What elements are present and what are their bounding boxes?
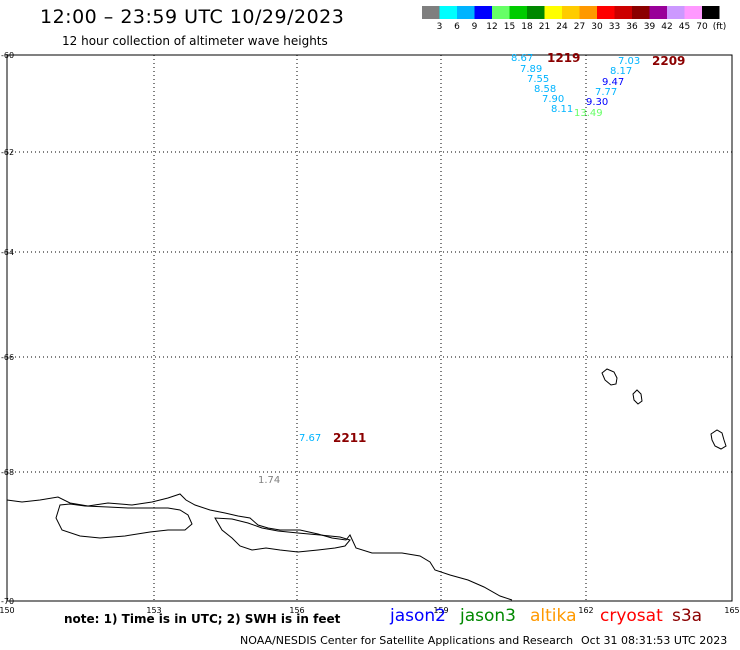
- legend-altika: altika: [530, 606, 577, 626]
- longitude-label: 150: [0, 606, 15, 615]
- scale-label: 24: [556, 22, 568, 32]
- latitude-label: -64: [1, 248, 14, 257]
- scale-label: 45: [678, 22, 691, 32]
- scale-swatch: [492, 6, 510, 19]
- antarctic-coastline: [6, 493, 513, 601]
- color-scale-bar: [422, 6, 720, 19]
- scale-swatch: [649, 6, 667, 19]
- latitude-label: -68: [1, 468, 14, 477]
- scale-swatch: [509, 6, 527, 19]
- longitude-label: 162: [578, 606, 593, 615]
- latitude-label: -60: [1, 51, 14, 60]
- footer-note: note: 1) Time is in UTC; 2) SWH is in fe…: [64, 612, 341, 626]
- scale-label: 18: [521, 22, 533, 32]
- map-title: 12:00 – 23:59 UTC 10/29/2023: [40, 6, 345, 28]
- credit-line: NOAA/NESDIS Center for Satellite Applica…: [240, 634, 574, 647]
- scale-swatch: [544, 6, 562, 19]
- scale-swatch: [527, 6, 545, 19]
- wave-height-label: 7.55: [527, 74, 549, 85]
- wave-height-label: 8.67: [511, 53, 533, 64]
- wave-height-label: 8.11: [551, 104, 573, 115]
- map-subtitle: 12 hour collection of altimeter wave hei…: [62, 34, 328, 48]
- island-2: [632, 389, 643, 405]
- island-1: [601, 368, 618, 386]
- map-frame: [6, 54, 733, 602]
- scale-label: 6: [454, 22, 460, 32]
- longitude-label: 153: [146, 606, 161, 615]
- scale-swatch: [702, 6, 720, 19]
- wave-height-label: 9.47: [602, 77, 624, 88]
- scale-label: 21: [538, 22, 551, 32]
- wave-height-label: 7.90: [542, 94, 564, 105]
- scale-swatch: [614, 6, 632, 19]
- track-time-label: 1219: [547, 51, 580, 65]
- scale-label: 36: [626, 22, 638, 32]
- scale-label: (ft): [712, 22, 727, 32]
- scale-label: 70: [696, 22, 708, 32]
- wave-height-observations: 8.677.897.558.587.908.11 13.49 7.038.179.4…: [258, 53, 640, 486]
- track-time-label: 2211: [333, 431, 366, 445]
- wave-height-label: 9.30: [586, 97, 608, 108]
- wave-height-label: 7.03: [618, 56, 640, 67]
- wave-height-label: 7.89: [520, 64, 542, 75]
- scale-label: 39: [643, 22, 656, 32]
- scale-swatch: [632, 6, 650, 19]
- wave-height-label: 8.58: [534, 84, 556, 95]
- scale-swatch: [422, 6, 440, 19]
- scale-swatch: [457, 6, 475, 19]
- longitude-label: 165: [724, 606, 739, 615]
- scale-swatch: [562, 6, 580, 19]
- coastal-inlet: [55, 503, 193, 539]
- latitude-label: -66: [1, 353, 14, 362]
- wave-height-label: 7.77: [595, 87, 617, 98]
- scale-label: 9: [471, 22, 478, 32]
- track-time-labels: 1219 2209 2211: [333, 51, 685, 445]
- longitude-labels: 150 153 156 159 162 165: [0, 606, 740, 615]
- scale-swatch: [667, 6, 685, 19]
- scale-swatch: [439, 6, 457, 19]
- scale-label: 12: [486, 22, 498, 32]
- scale-label: 27: [573, 22, 586, 32]
- legend-s3a: s3a: [672, 606, 703, 626]
- longitude-label: 156: [289, 606, 304, 615]
- scale-label: 3: [436, 22, 443, 32]
- wave-height-label: 1.74: [258, 475, 280, 486]
- latitude-label: -70: [1, 597, 14, 606]
- generated-timestamp: Oct 31 08:31:53 UTC 2023: [581, 634, 728, 647]
- scale-swatch: [684, 6, 702, 19]
- legend-jason3: jason3: [460, 606, 516, 626]
- gridlines: [7, 55, 732, 601]
- latitude-label: -62: [1, 148, 14, 157]
- scale-label: 42: [661, 22, 673, 32]
- scale-label: 33: [608, 22, 621, 32]
- longitude-label: 159: [433, 606, 448, 615]
- wave-height-label: 7.67: [299, 433, 321, 444]
- wave-height-label: 13.49: [574, 108, 603, 119]
- track-time-label: 2209: [652, 54, 685, 68]
- scale-label: 15: [503, 22, 516, 32]
- coastal-inlet-east: [214, 517, 351, 553]
- scale-label: 30: [591, 22, 603, 32]
- wave-height-label: 8.17: [610, 66, 632, 77]
- legend-cryosat: cryosat: [600, 606, 663, 626]
- island-3: [710, 429, 727, 450]
- scale-swatch: [597, 6, 615, 19]
- legend-jason2: jason2: [390, 606, 446, 626]
- latitude-labels: -60 -62 -64 -66 -68 -70: [1, 51, 14, 606]
- scale-swatch: [474, 6, 492, 19]
- scale-swatch: [579, 6, 597, 19]
- coastline: [6, 368, 727, 601]
